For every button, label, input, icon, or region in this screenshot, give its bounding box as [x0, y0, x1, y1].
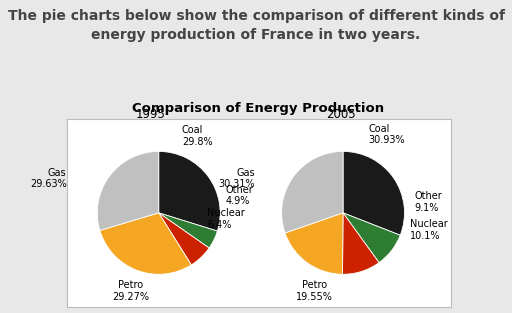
Wedge shape — [285, 213, 343, 274]
Text: Coal
29.8%: Coal 29.8% — [182, 125, 212, 147]
Text: Nuclear
10.1%: Nuclear 10.1% — [410, 219, 447, 241]
Wedge shape — [343, 151, 404, 235]
Text: Gas
30.31%: Gas 30.31% — [218, 167, 255, 189]
Text: Nuclear
6.4%: Nuclear 6.4% — [207, 208, 245, 230]
Text: Other
4.9%: Other 4.9% — [225, 185, 253, 207]
Text: 1995: 1995 — [136, 107, 166, 121]
Wedge shape — [97, 151, 159, 230]
Wedge shape — [159, 151, 220, 231]
Text: Coal
30.93%: Coal 30.93% — [369, 124, 406, 146]
Text: Gas
29.63%: Gas 29.63% — [30, 167, 67, 189]
Text: Petro
19.55%: Petro 19.55% — [296, 280, 333, 302]
Wedge shape — [343, 213, 400, 263]
Wedge shape — [100, 213, 191, 274]
Title: Comparison of Energy Production: Comparison of Energy Production — [133, 102, 385, 115]
Wedge shape — [159, 213, 218, 248]
Text: Other
9.1%: Other 9.1% — [415, 191, 442, 213]
Wedge shape — [282, 151, 343, 233]
Text: Petro
29.27%: Petro 29.27% — [112, 280, 149, 302]
Wedge shape — [343, 213, 379, 274]
Wedge shape — [159, 213, 209, 265]
Text: The pie charts below show the comparison of different kinds of
energy production: The pie charts below show the comparison… — [8, 9, 504, 42]
Text: 2005: 2005 — [326, 107, 355, 121]
